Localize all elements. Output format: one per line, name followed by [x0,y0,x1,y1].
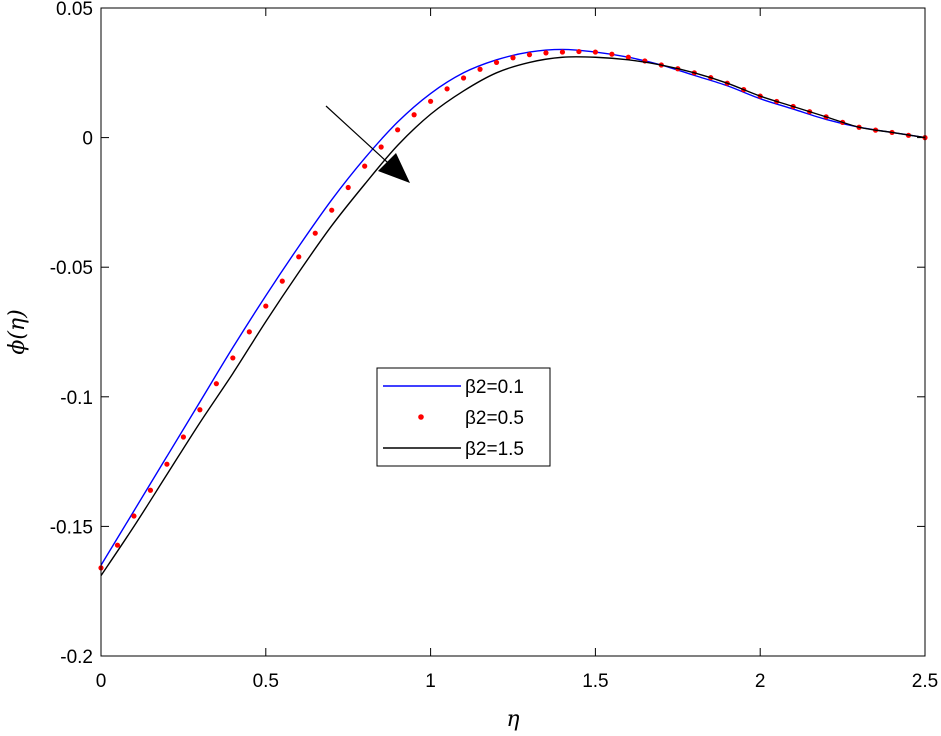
axis-ticks [100,7,926,657]
data-point [296,254,302,260]
data-point [378,144,384,150]
axis-tick-labels: 0 0.5 1 1.5 2 2.5 -0.2 -0.15 -0.1 -0.05 0 0.05 [50,0,939,692]
data-point [510,55,516,61]
data-point [180,434,186,440]
plot-area [101,8,925,656]
x-tick-label: 0.5 [253,671,279,692]
data-point [493,59,500,66]
data-point [147,487,154,493]
legend-box [376,367,551,467]
data-point [230,355,236,361]
data-point [395,127,401,133]
series-line-3 [100,56,926,577]
legend-entry-2: β2=0.5 [418,408,524,429]
data-point [362,163,368,169]
data-point [559,49,566,55]
data-point [576,48,582,55]
data-point [477,66,483,72]
legend-entry-1: β2=0.1 [383,377,524,398]
data-point [526,52,533,58]
data-point [114,542,121,548]
data-point [625,54,631,60]
y-tick-label: 0.05 [56,0,93,20]
data-point [444,86,450,92]
legend-label: β2=1.5 [465,439,524,460]
data-point [329,207,335,213]
data-point [131,513,137,519]
arrow-head [378,153,410,183]
series-layer [98,48,928,577]
x-axis-label: η [506,707,519,732]
data-point [263,303,269,309]
data-point [164,461,170,467]
data-point [213,381,219,387]
data-point [543,50,549,56]
data-point [312,230,318,236]
data-point [609,51,615,57]
arrow-shaft [325,105,399,173]
y-tick-label: -0.05 [50,258,93,279]
annotation-arrow [325,105,410,183]
y-tick-label: 0 [82,129,93,150]
legend-entry-3: β2=1.5 [383,439,524,460]
x-tick-label: 2.5 [912,671,938,692]
data-point [279,278,285,284]
legend-label: β2=0.5 [465,408,524,429]
y-tick-label: -0.2 [60,647,93,668]
legend: β2=0.1 β2=0.5 β2=1.5 [376,367,551,467]
data-point [428,98,434,104]
y-tick-label: -0.15 [50,517,93,538]
data-point [246,329,252,335]
x-tick-label: 0 [96,671,107,692]
x-tick-label: 2 [755,671,766,692]
plot-frame [100,7,926,657]
data-point [460,75,467,81]
data-point [592,49,599,55]
x-tick-label: 1.5 [582,671,608,692]
data-point [197,407,203,413]
legend-marker [418,414,424,420]
x-tick-label: 1 [425,671,436,692]
legend-label: β2=0.1 [465,377,524,398]
y-tick-label: -0.1 [60,388,93,409]
data-point [345,184,351,191]
y-axis-label: ϕ(η) [5,309,30,354]
data-point [411,112,417,118]
